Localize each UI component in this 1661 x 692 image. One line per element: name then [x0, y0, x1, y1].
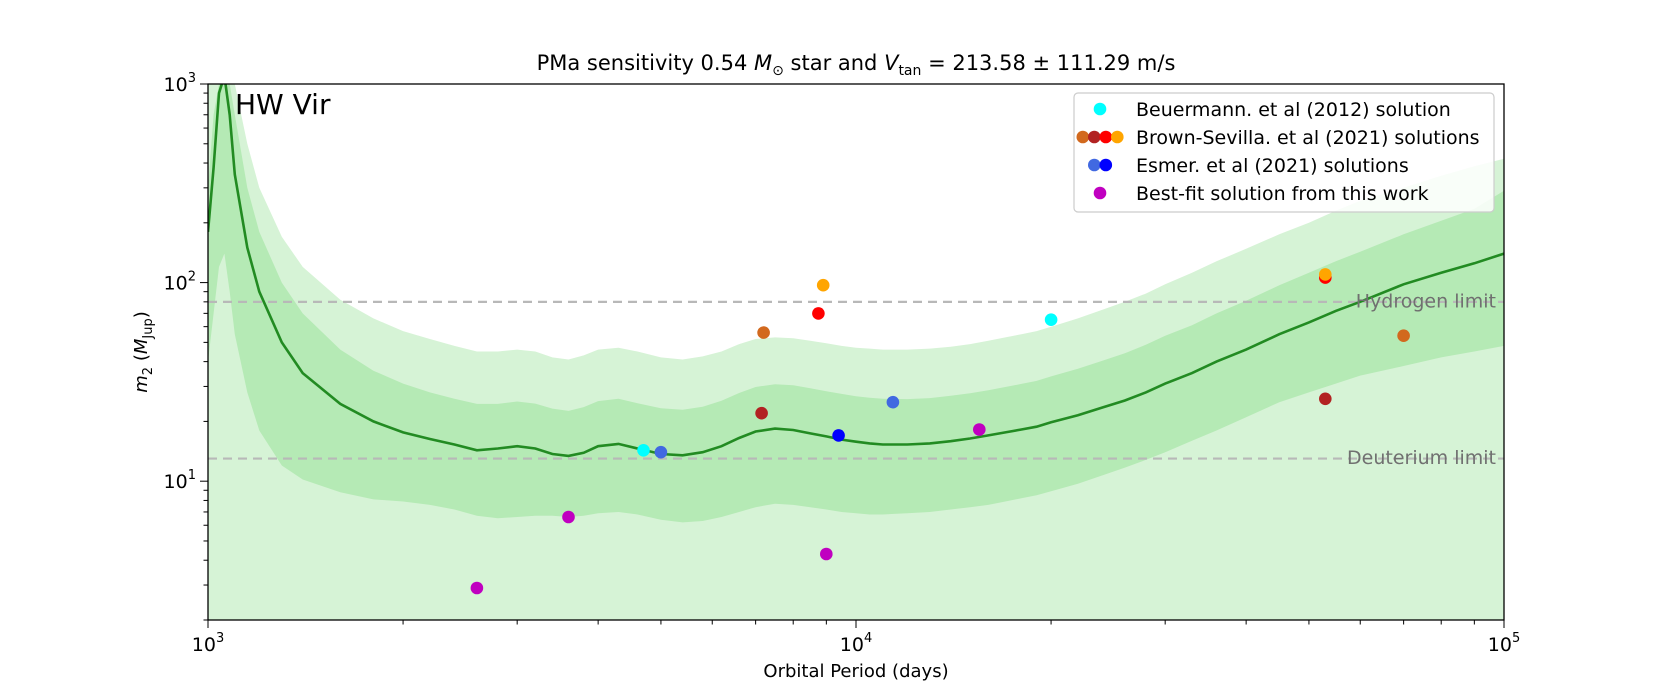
star-annotation: HW Vir [235, 88, 331, 121]
legend-label-beuermann: Beuermann. et al (2012) solution [1136, 99, 1451, 121]
legend-label-best-fit: Best-fit solution from this work [1136, 183, 1429, 205]
data-point-s2-p0 [755, 406, 768, 420]
legend-label-esmer: Esmer. et al (2021) solutions [1136, 155, 1409, 177]
legend-marker [1076, 130, 1090, 144]
data-point-s3-p0 [812, 307, 825, 320]
data-point-s5-p1 [886, 395, 900, 409]
data-point-s5-p0 [654, 445, 668, 459]
x-tick-label: 104 [840, 631, 872, 656]
data-point-s7-p2 [820, 547, 833, 561]
legend-marker [1088, 130, 1101, 144]
y-tick-label: 103 [164, 71, 196, 96]
legend-box [1073, 92, 1495, 213]
legend-label-brown-sevilla: Brown-Sevilla. et al (2021) solutions [1136, 127, 1480, 149]
legend-marker [1099, 158, 1113, 172]
data-point-s1-p0 [757, 326, 770, 339]
y-tick-label: 101 [164, 468, 196, 493]
y-tick-label: 102 [164, 270, 196, 295]
data-point-s1-p1 [1397, 329, 1410, 343]
legend-marker [1111, 130, 1124, 144]
data-point-s6-p0 [832, 429, 845, 442]
hydrogen-limit-label: Hydrogen limit [1356, 290, 1496, 312]
median-sensitivity-curve [208, 84, 1504, 458]
data-point-s7-p0 [470, 581, 484, 595]
data-point-s2-p1 [1319, 392, 1332, 406]
legend-marker [1099, 130, 1113, 144]
legend-marker [1088, 158, 1101, 172]
x-axis-label: Orbital Period (days) [763, 661, 948, 682]
data-point-s7-p3 [973, 423, 986, 436]
y-axis-label: m2 (MJup) [131, 311, 156, 392]
deuterium-limit-label: Deuterium limit [1347, 447, 1496, 469]
x-tick-label: 105 [1488, 631, 1520, 656]
legend-marker [1093, 186, 1107, 200]
data-point-s0-p0 [637, 444, 650, 457]
legend-marker [1093, 102, 1107, 116]
chart-title: PMa sensitivity 0.54 M⊙ star and Vtan = … [537, 51, 1176, 79]
data-point-s4-p0 [816, 278, 830, 292]
data-point-s0-p1 [1044, 313, 1058, 327]
data-point-s4-p1 [1319, 268, 1332, 281]
x-tick-label: 103 [192, 631, 224, 656]
inner-sensitivity-band [208, 84, 1504, 523]
legend: Beuermann. et al (2012) solution Brown-S… [1073, 92, 1495, 213]
data-point-s7-p1 [562, 510, 575, 524]
